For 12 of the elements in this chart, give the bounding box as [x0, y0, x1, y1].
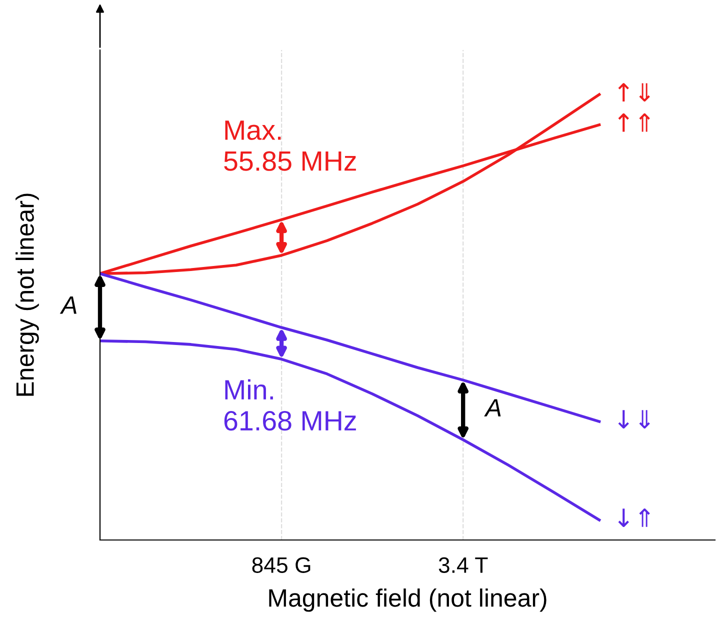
series-label: ↑⇓ [618, 83, 650, 102]
series-label: ↑⇑ [618, 113, 650, 132]
series-label: ↓⇑ [618, 508, 650, 527]
annotation: Max. 55.85 MHz [224, 120, 356, 171]
x-tick-label: 3.4 T [438, 557, 488, 573]
x-axis-title: Magnetic field (not linear) [269, 588, 546, 612]
series-label: ↓⇓ [618, 410, 650, 428]
annotation: Min. 61.68 MHz [224, 379, 356, 431]
y-axis-title: Energy (not linear) [16, 194, 39, 396]
annotation: A [484, 399, 501, 416]
x-tick-label: 845 G [252, 557, 310, 573]
text: A [60, 296, 76, 314]
